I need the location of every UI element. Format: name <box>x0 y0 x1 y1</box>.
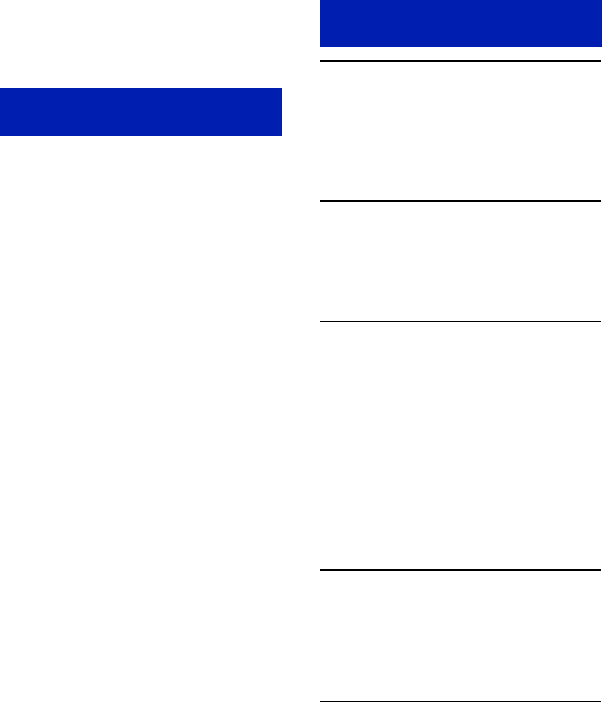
section-divider <box>320 60 601 62</box>
left-header-block <box>0 88 282 136</box>
section-divider <box>320 569 601 571</box>
section-divider <box>320 200 601 202</box>
right-header-block <box>320 0 602 47</box>
section-divider <box>320 701 601 702</box>
section-divider <box>320 321 601 322</box>
